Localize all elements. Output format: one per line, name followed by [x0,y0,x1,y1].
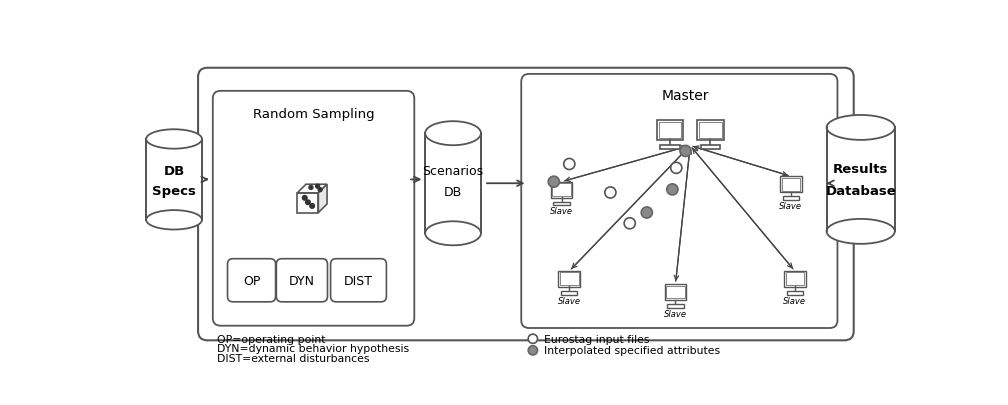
Circle shape [528,335,537,343]
Circle shape [605,188,616,198]
Bar [666,286,684,298]
Circle shape [563,159,575,170]
FancyBboxPatch shape [657,121,683,140]
Circle shape [308,186,312,190]
Circle shape [316,185,320,189]
Bar [146,140,202,220]
FancyBboxPatch shape [228,259,275,302]
FancyBboxPatch shape [701,145,720,149]
Text: Scenarios: Scenarios [422,165,484,178]
Circle shape [641,207,652,219]
FancyBboxPatch shape [698,121,724,140]
Text: Slave: Slave [550,207,574,215]
Text: OP: OP [243,274,260,287]
FancyBboxPatch shape [780,177,801,193]
FancyBboxPatch shape [784,271,805,287]
FancyBboxPatch shape [787,291,803,295]
Text: DYN: DYN [289,274,314,287]
Bar [785,273,804,286]
Circle shape [670,163,681,174]
Ellipse shape [425,222,481,246]
Text: DYN=dynamic behavior hypothesis: DYN=dynamic behavior hypothesis [218,343,409,354]
Text: Master: Master [662,89,710,103]
Bar [782,178,800,191]
Circle shape [319,188,323,192]
Circle shape [667,184,678,196]
FancyBboxPatch shape [561,291,578,295]
Ellipse shape [827,116,895,141]
Text: DB: DB [444,186,463,199]
Circle shape [548,177,559,188]
Text: Specs: Specs [152,184,196,197]
Circle shape [309,204,314,209]
Bar [425,134,481,234]
FancyBboxPatch shape [199,68,854,341]
Text: DB: DB [163,164,184,177]
FancyBboxPatch shape [331,259,386,302]
Polygon shape [319,185,327,213]
Ellipse shape [827,220,895,244]
FancyBboxPatch shape [213,92,414,326]
FancyBboxPatch shape [558,271,581,287]
Polygon shape [297,193,319,213]
Text: Results: Results [833,163,888,176]
Text: OP=operating point: OP=operating point [218,335,326,344]
Text: Random Sampling: Random Sampling [253,108,374,121]
Circle shape [680,146,691,157]
FancyBboxPatch shape [667,304,683,308]
Circle shape [302,196,307,200]
Text: DIST: DIST [344,274,373,287]
Text: Eurostag input files: Eurostag input files [543,334,649,344]
FancyBboxPatch shape [553,202,570,206]
Text: Slave: Slave [779,201,802,210]
Text: Database: Database [826,184,896,197]
FancyBboxPatch shape [660,145,679,149]
Ellipse shape [425,122,481,146]
Bar [659,123,681,139]
Text: Slave: Slave [664,309,687,318]
Text: Slave: Slave [557,296,581,305]
Text: Interpolated specified attributes: Interpolated specified attributes [543,345,720,356]
Polygon shape [297,185,327,193]
Text: Slave: Slave [783,296,806,305]
Ellipse shape [146,211,202,230]
Text: DIST=external disturbances: DIST=external disturbances [218,353,370,363]
Circle shape [624,218,635,229]
Circle shape [305,200,310,205]
FancyBboxPatch shape [550,182,573,198]
Circle shape [528,346,537,355]
FancyBboxPatch shape [783,197,799,200]
Bar [700,123,722,139]
FancyBboxPatch shape [664,284,686,300]
Bar [827,128,895,232]
Ellipse shape [146,130,202,149]
Bar [560,273,579,286]
FancyBboxPatch shape [276,259,328,302]
Bar [552,184,571,196]
FancyBboxPatch shape [521,75,838,328]
